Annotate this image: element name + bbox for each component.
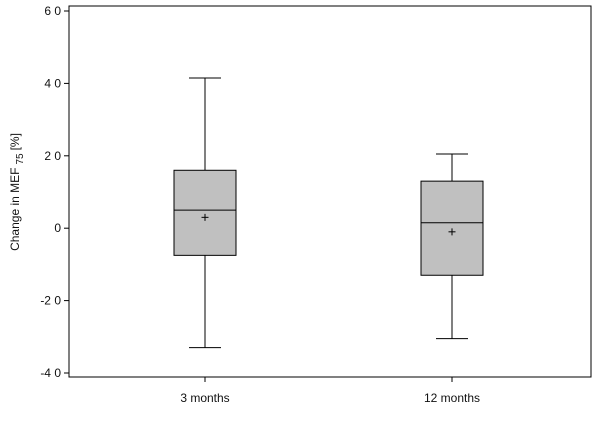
y-tick-label: 4 0 (44, 76, 61, 90)
x-tick-label: 12 months (424, 391, 480, 405)
box-plot-1 (173, 77, 237, 349)
y-axis-title-subscript: 75 (15, 153, 26, 165)
mean-marker (201, 213, 209, 221)
plot-frame (68, 5, 592, 378)
interquartile-box (173, 169, 237, 256)
y-axis: 6 0 4 0 2 0 0 -2 0 -4 0 (40, 4, 69, 380)
y-axis-title-unit: [%] (8, 133, 22, 150)
y-axis-title-text: Change in MEF (8, 168, 22, 251)
y-tick-label: 6 0 (44, 4, 61, 18)
y-tick-label: 2 0 (44, 149, 61, 163)
box-plot-2 (420, 153, 484, 340)
box-series (173, 77, 484, 349)
x-tick-label: 3 months (180, 391, 229, 405)
y-tick-label: 0 (54, 221, 61, 235)
y-tick-label: -4 0 (40, 366, 61, 380)
x-axis: 3 months 12 months (180, 377, 480, 405)
mean-marker (448, 228, 456, 236)
y-tick-label: -2 0 (40, 294, 61, 308)
interquartile-box (420, 180, 484, 276)
y-axis-title: Change in MEF 75 [%] (8, 133, 26, 251)
